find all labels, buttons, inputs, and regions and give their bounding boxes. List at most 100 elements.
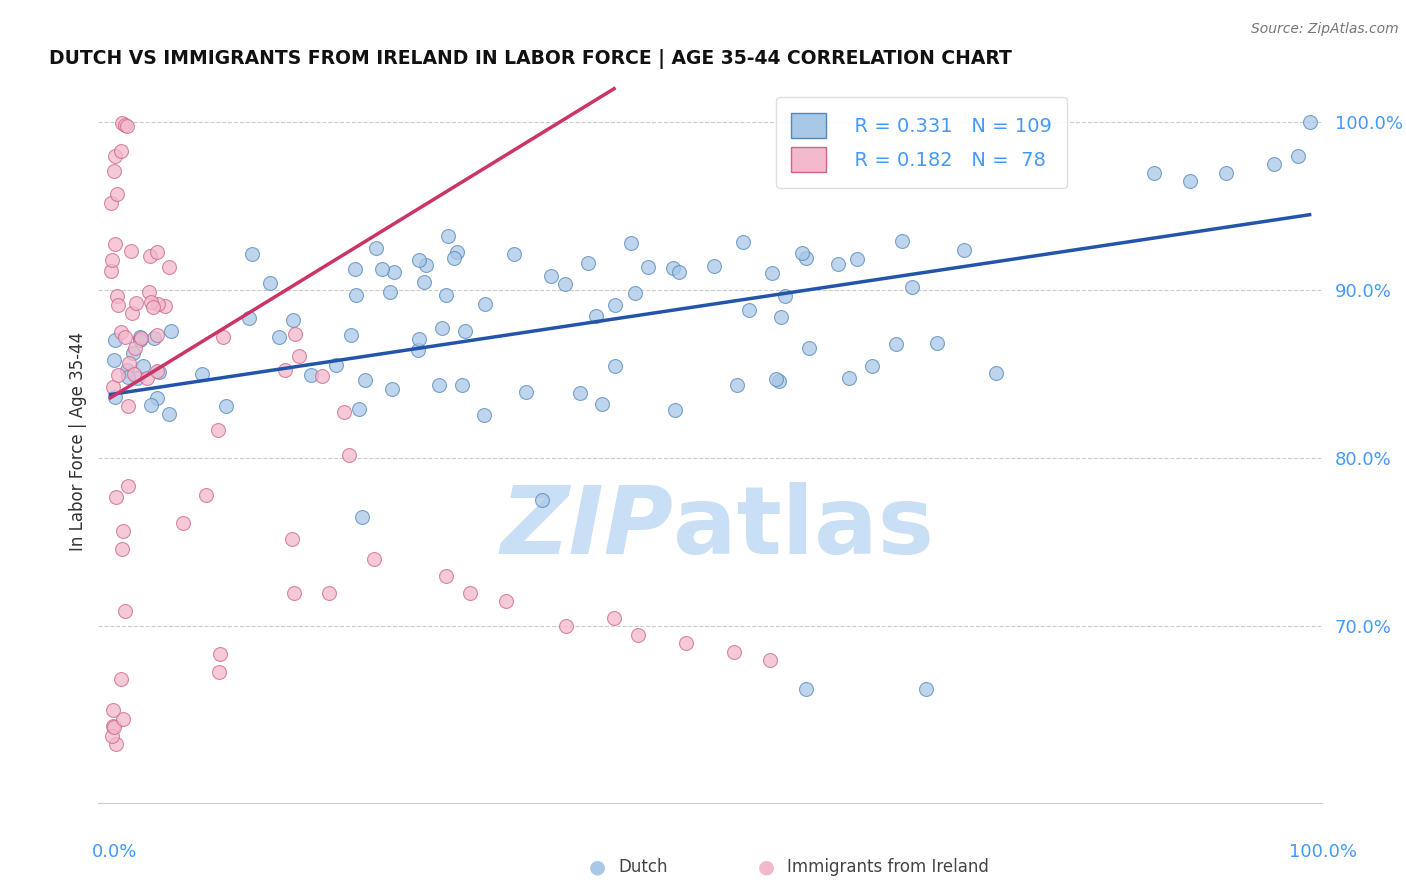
Point — [637, 260, 659, 274]
Point — [443, 251, 465, 265]
Point — [703, 259, 725, 273]
Point — [105, 186, 128, 201]
Point — [337, 448, 360, 462]
Point — [125, 296, 148, 310]
Point — [172, 516, 194, 531]
Point — [838, 371, 860, 385]
Point — [1215, 166, 1237, 180]
Point — [139, 294, 162, 309]
Point — [531, 493, 554, 508]
Point — [406, 343, 429, 358]
Point — [605, 359, 627, 373]
Point — [1263, 157, 1285, 171]
Y-axis label: In Labor Force | Age 35-44: In Labor Force | Age 35-44 — [69, 332, 87, 551]
Point — [591, 396, 613, 410]
Point — [280, 532, 302, 546]
Point — [664, 403, 686, 417]
Point — [381, 382, 404, 396]
Point — [515, 384, 537, 399]
Point — [318, 586, 340, 600]
Text: Dutch: Dutch — [619, 858, 668, 876]
Point — [114, 118, 136, 132]
Text: ●: ● — [758, 857, 775, 877]
Point — [145, 364, 167, 378]
Point — [242, 247, 264, 261]
Point — [624, 286, 647, 301]
Point — [148, 365, 170, 379]
Point — [347, 401, 370, 416]
Point — [925, 336, 948, 351]
Point — [110, 673, 132, 687]
Point — [136, 370, 159, 384]
Point — [1143, 166, 1166, 180]
Point — [215, 399, 238, 413]
Point — [267, 330, 290, 344]
Point — [104, 390, 127, 404]
Point — [603, 611, 626, 625]
Point — [274, 362, 297, 376]
Point — [117, 370, 139, 384]
Text: Immigrants from Ireland: Immigrants from Ireland — [787, 858, 990, 876]
Point — [142, 331, 165, 345]
Point — [984, 366, 1007, 380]
Point — [845, 252, 868, 266]
Point — [495, 594, 517, 608]
Point — [122, 367, 145, 381]
Point — [103, 353, 125, 368]
Point — [738, 303, 761, 318]
Point — [112, 524, 135, 538]
Point — [105, 289, 128, 303]
Point — [363, 552, 385, 566]
Point — [101, 718, 124, 732]
Point — [378, 285, 401, 299]
Point — [540, 268, 562, 283]
Point — [794, 251, 817, 265]
Point — [568, 385, 591, 400]
Point — [122, 346, 145, 360]
Point — [114, 330, 136, 344]
Point — [430, 321, 453, 335]
Point — [100, 196, 122, 211]
Point — [382, 265, 405, 279]
Point — [111, 542, 134, 557]
Point — [283, 586, 305, 600]
Point — [725, 378, 748, 392]
Text: 100.0%: 100.0% — [1289, 843, 1357, 861]
Point — [141, 300, 163, 314]
Point — [129, 329, 152, 343]
Point — [209, 647, 232, 661]
Point — [453, 324, 475, 338]
Point — [107, 368, 129, 382]
Point — [890, 234, 912, 248]
Point — [114, 604, 136, 618]
Point — [576, 256, 599, 270]
Point — [111, 116, 134, 130]
Text: Source: ZipAtlas.com: Source: ZipAtlas.com — [1251, 22, 1399, 37]
Point — [768, 374, 790, 388]
Point — [121, 306, 143, 320]
Point — [194, 487, 217, 501]
Point — [458, 586, 481, 600]
Point — [104, 333, 127, 347]
Point — [366, 241, 388, 255]
Point — [115, 363, 138, 377]
Point — [191, 367, 214, 381]
Text: ZIP: ZIP — [501, 483, 673, 574]
Point — [111, 712, 134, 726]
Point — [675, 636, 697, 650]
Point — [900, 279, 922, 293]
Point — [115, 119, 138, 133]
Point — [208, 665, 231, 680]
Point — [325, 358, 347, 372]
Point — [446, 245, 468, 260]
Point — [125, 371, 148, 385]
Text: atlas: atlas — [673, 483, 935, 574]
Legend:   R = 0.331   N = 109,   R = 0.182   N =  78: R = 0.331 N = 109, R = 0.182 N = 78 — [776, 97, 1067, 188]
Point — [288, 349, 311, 363]
Point — [101, 729, 124, 743]
Point — [662, 261, 685, 276]
Point — [437, 229, 460, 244]
Point — [259, 277, 281, 291]
Point — [101, 252, 124, 267]
Point — [299, 368, 322, 382]
